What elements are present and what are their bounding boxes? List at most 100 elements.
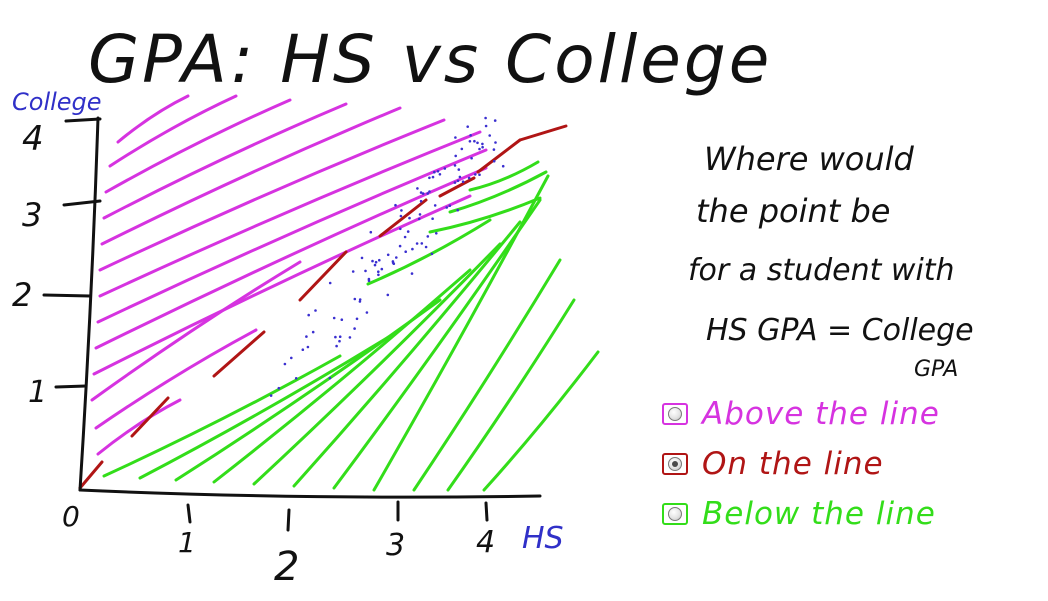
scatter-point <box>492 148 496 151</box>
scatter-point <box>301 348 305 352</box>
x-tick-1 <box>186 503 192 524</box>
x-axis-label: HS <box>522 521 564 556</box>
y-axis-line <box>78 116 100 492</box>
scatter-point <box>306 345 310 349</box>
choice-on-checkbox[interactable] <box>662 453 688 475</box>
scatter-point <box>448 204 452 207</box>
axes <box>42 116 542 532</box>
below-hatch-stroke <box>468 160 540 192</box>
scatter-point <box>419 191 423 194</box>
x-tick-4 <box>484 501 489 522</box>
scatter-point <box>431 175 435 179</box>
y-tick-1 <box>54 384 88 389</box>
identity-line-dashes <box>78 124 568 490</box>
x-tick-label-1: 1 <box>178 526 196 559</box>
below-hatch-stroke <box>366 218 492 286</box>
below-hatch-stroke <box>412 258 562 492</box>
scatter-point <box>454 136 457 139</box>
below-hatch-stroke <box>252 242 502 486</box>
scatter-point <box>411 247 414 251</box>
x-tick-2 <box>286 508 291 532</box>
choice-on-label[interactable]: On the line <box>702 446 884 482</box>
scatter-point <box>386 293 390 297</box>
scatter-point <box>456 208 460 212</box>
scatter-point <box>418 213 422 216</box>
x-tick-label-3: 3 <box>386 528 405 563</box>
scatter-point <box>377 270 380 274</box>
scatter-point <box>474 173 477 176</box>
scatter-point <box>404 250 408 253</box>
above-hatch-stroke <box>98 118 446 272</box>
scatter-point <box>391 260 395 263</box>
scatter-point <box>305 335 308 338</box>
scatter-point <box>443 167 447 170</box>
radio-button-icon[interactable] <box>668 507 682 521</box>
scatter-point <box>269 394 273 397</box>
scatter-point <box>332 316 336 320</box>
scatter-point <box>478 147 481 151</box>
below-hatch-stroke <box>292 220 522 488</box>
x-axis-line <box>78 488 542 499</box>
on-line-dash <box>438 176 476 198</box>
scatter-point <box>436 170 440 173</box>
below-hatch-stroke <box>446 298 576 492</box>
choice-below-line[interactable]: Below the line <box>662 496 936 532</box>
y-tick-label-1: 1 <box>28 375 47 410</box>
scatter-point <box>433 170 436 174</box>
scatter-point <box>493 119 497 122</box>
scatter-point <box>334 335 337 339</box>
choice-above-line[interactable]: Above the line <box>662 396 940 432</box>
on-line-dash <box>130 396 170 438</box>
below-hatch-stroke <box>212 268 472 484</box>
choice-below-checkbox[interactable] <box>662 503 688 525</box>
choice-above-checkbox[interactable] <box>662 403 688 425</box>
scatter-point <box>457 168 461 171</box>
scatter-point <box>456 179 460 183</box>
above-hatch-stroke <box>108 94 238 168</box>
scatter-point <box>377 273 380 277</box>
above-hatch-stroke <box>94 166 488 350</box>
scatter-point <box>328 281 332 285</box>
scatter-point <box>410 272 414 275</box>
scatter-point <box>378 258 381 262</box>
scatter-point <box>421 192 425 195</box>
scatter-point <box>373 263 377 267</box>
above-hatch-stroke <box>96 398 182 456</box>
scatter-point <box>445 206 449 209</box>
scatter-point <box>478 173 481 176</box>
scatter-point <box>415 242 419 245</box>
scatter-point <box>473 139 476 143</box>
question-line-3: for a student with <box>688 253 955 288</box>
above-hatch-stroke <box>98 130 482 298</box>
scatter-point <box>338 339 341 343</box>
scatter-point <box>488 134 492 137</box>
on-line-dash <box>298 250 348 302</box>
scatter-point <box>433 204 437 207</box>
choice-above-label[interactable]: Above the line <box>702 396 940 432</box>
scatter-point <box>468 140 472 143</box>
origin-label: 0 <box>62 500 80 533</box>
y-tick-2 <box>42 293 92 298</box>
scatter-point <box>353 327 356 330</box>
choice-on-line[interactable]: On the line <box>662 446 884 482</box>
below-hatch-stroke <box>482 350 600 492</box>
scatter-point <box>277 386 281 390</box>
above-hatch-stroke <box>102 102 348 220</box>
below-hatch-stroke <box>448 170 548 214</box>
x-tick-label-4: 4 <box>476 525 495 560</box>
scatter-point <box>358 298 362 301</box>
scatter-point <box>481 142 484 146</box>
scatter-point <box>355 317 359 321</box>
scatter-point <box>371 259 374 263</box>
radio-button-icon[interactable] <box>668 407 682 421</box>
question-line-2: the point be <box>696 192 890 230</box>
scatter-point <box>467 176 471 180</box>
scatter-point <box>469 134 472 137</box>
y-tick-label-4: 4 <box>22 119 44 159</box>
scatter-point <box>484 124 488 128</box>
scatter-point <box>453 164 457 167</box>
scatter-point <box>311 330 315 334</box>
scatter-point <box>476 141 479 145</box>
radio-button-icon[interactable] <box>668 457 682 471</box>
choice-below-label[interactable]: Below the line <box>702 496 936 532</box>
